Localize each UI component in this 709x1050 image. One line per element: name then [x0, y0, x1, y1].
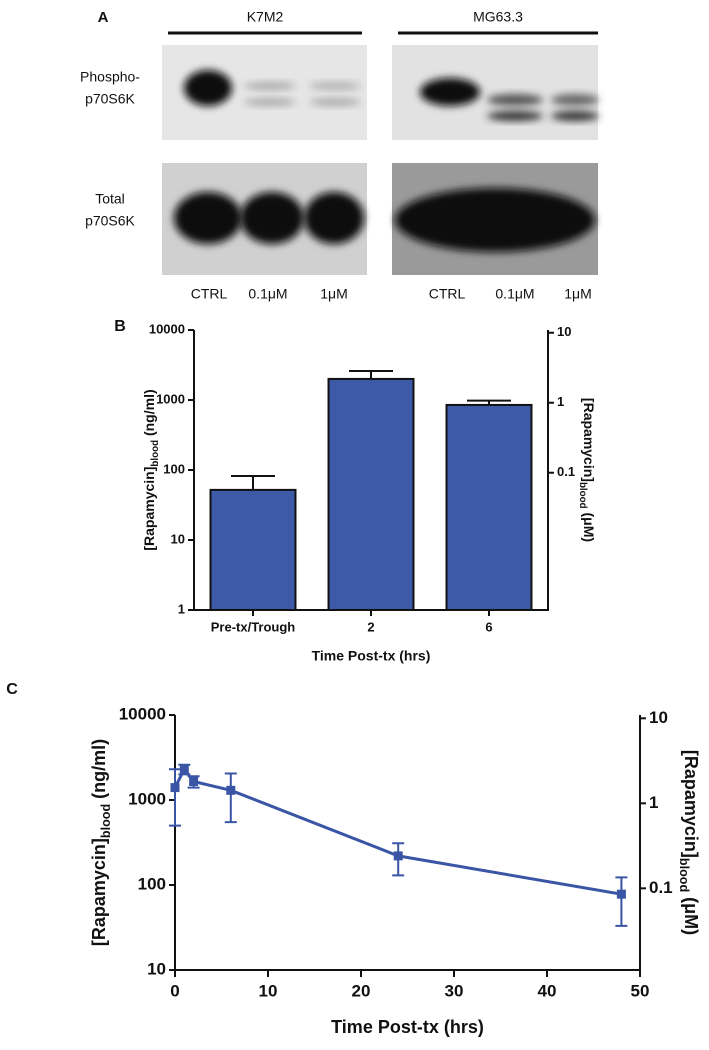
axis-label-part: (μM) [681, 892, 701, 935]
error-bar [231, 475, 275, 490]
x-tick-label: 30 [445, 981, 464, 1000]
axis-label: [Rapamycin]blood (ng/ml) [89, 739, 114, 946]
group-label: K7M2 [247, 9, 284, 25]
axis-label-part: [Rapamycin] [681, 750, 701, 858]
marker [189, 777, 199, 787]
bar [209, 488, 297, 611]
blot [162, 45, 367, 140]
y-tick-label: 10 [171, 531, 185, 546]
bar [445, 403, 533, 611]
x-axis-label: Time Post-tx (hrs) [331, 1017, 484, 1037]
panel-a: A K7M2 MG63.3 Phospho- p70S6K Total p70S… [80, 9, 599, 302]
x-tick-label: 10 [259, 981, 278, 1000]
blot [392, 163, 598, 275]
error-bar [169, 768, 181, 827]
axis-label-part: [Rapamycin] [141, 467, 157, 551]
lane-label: CTRL [191, 286, 228, 302]
axis-label-part: (ng/ml) [141, 389, 157, 440]
x-tick-label: 50 [631, 981, 650, 1000]
error-bar [349, 369, 393, 379]
marker [393, 851, 403, 861]
blot [392, 45, 599, 140]
axis-label-part: blood [577, 482, 588, 509]
axis-label-part: [Rapamycin] [89, 838, 109, 946]
axis-label: [Rapamycin]blood (μM) [677, 750, 702, 935]
y2-tick-label: 1 [649, 793, 658, 812]
panel-label: B [114, 318, 126, 335]
x-tick-label: 0 [170, 981, 179, 1000]
axis-label: [Rapamycin]blood (μM) [577, 398, 597, 542]
axis-label-part: [Rapamycin] [581, 398, 597, 482]
row-label: p70S6K [85, 213, 135, 229]
x-axis-label: Time Post-tx (hrs) [312, 648, 431, 664]
axis-label: [Rapamycin]blood (ng/ml) [141, 389, 161, 550]
x-tick-label: 20 [352, 981, 371, 1000]
lane-label: 1μM [320, 286, 348, 302]
group-label: MG63.3 [473, 9, 523, 25]
lane-label: CTRL [429, 286, 466, 302]
y-tick-label: 10000 [149, 321, 185, 336]
y2-tick-label: 10 [649, 708, 668, 727]
x-tick-label: 2 [367, 619, 374, 634]
row-label: Total [95, 191, 125, 207]
axis-label-part: (ng/ml) [89, 739, 109, 804]
marker [170, 783, 180, 793]
axis-line [174, 715, 641, 971]
y-tick-label: 10 [147, 959, 166, 978]
panel-label: C [6, 681, 18, 698]
lane-label: 0.1μM [248, 286, 287, 302]
bar [327, 377, 415, 611]
y2-tick-label: 10 [557, 324, 571, 339]
marker [616, 889, 626, 899]
y-tick-label: 1000 [128, 789, 166, 808]
marker [226, 785, 236, 795]
axis-label-part: blood [150, 440, 161, 467]
axis-label-part: (μM) [581, 509, 597, 542]
panel-label: A [98, 9, 109, 26]
marker [179, 764, 189, 774]
y-tick-label: 10000 [119, 704, 166, 723]
row-label: p70S6K [85, 91, 135, 107]
lane-label: 1μM [564, 286, 592, 302]
error-bar [224, 772, 237, 824]
y2-tick-label: 0.1 [649, 878, 673, 897]
axis-label-part: blood [677, 858, 691, 892]
y-tick-label: 100 [138, 874, 166, 893]
lane-label: 0.1μM [495, 286, 534, 302]
x-tick-label: 6 [485, 619, 492, 634]
row-label: Phospho- [80, 69, 140, 85]
y2-tick-label: 1 [557, 394, 564, 409]
blot [162, 163, 367, 275]
x-tick-label: 40 [538, 981, 557, 1000]
axis-label-part: blood [99, 804, 113, 838]
y-tick-label: 100 [163, 461, 185, 476]
y-tick-label: 1 [178, 601, 185, 616]
x-tick-label: Pre-tx/Trough [211, 619, 296, 634]
error-bar [615, 876, 628, 927]
y-tick-label: 1000 [156, 391, 185, 406]
y2-tick-label: 0.1 [557, 464, 575, 479]
